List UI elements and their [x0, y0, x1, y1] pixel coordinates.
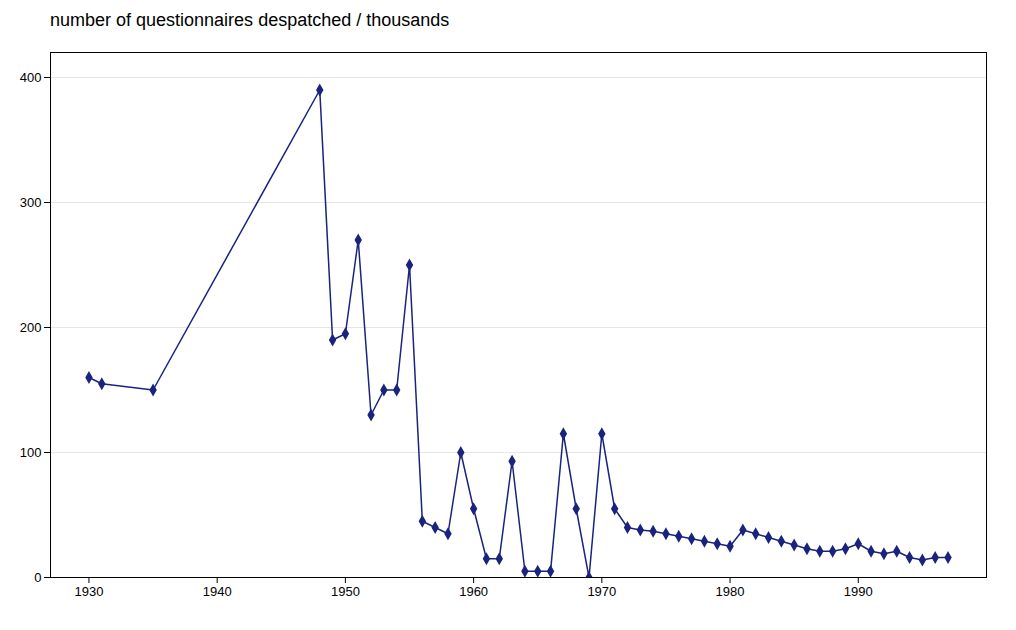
- svg-text:1960: 1960: [459, 584, 488, 599]
- svg-text:0: 0: [34, 570, 41, 585]
- html-text:number of questionnaires despa: number of questionnaires despatched / th…: [50, 10, 450, 30]
- svg-text:400: 400: [20, 70, 42, 85]
- svg-text:1950: 1950: [331, 584, 360, 599]
- svg-text:1930: 1930: [75, 584, 104, 599]
- svg-text:100: 100: [20, 445, 42, 460]
- svg-text:300: 300: [20, 195, 42, 210]
- svg-text:1980: 1980: [716, 584, 745, 599]
- svg-text:1940: 1940: [203, 584, 232, 599]
- svg-text:1970: 1970: [587, 584, 616, 599]
- svg-text:1990: 1990: [844, 584, 873, 599]
- svg-text:200: 200: [20, 320, 42, 335]
